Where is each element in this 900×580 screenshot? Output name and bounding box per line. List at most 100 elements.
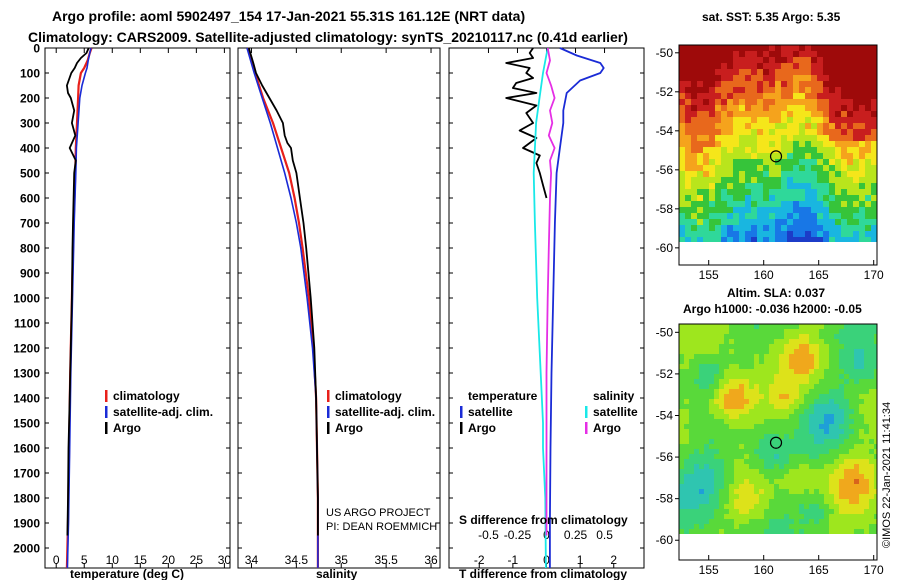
map-cell — [759, 354, 765, 360]
map-cell — [729, 409, 735, 415]
depth-tick-label: 1000 — [13, 292, 40, 306]
map-cell — [854, 344, 860, 350]
map-cell — [763, 189, 770, 196]
map-cell — [685, 81, 692, 88]
map-cell — [704, 464, 710, 470]
map-cell — [779, 389, 785, 395]
map-cell — [799, 394, 805, 400]
map-cell — [751, 99, 758, 106]
map-cell — [841, 93, 848, 100]
map-cell — [763, 135, 770, 142]
map-cell — [859, 45, 866, 52]
map-cell — [824, 464, 830, 470]
map-cell — [847, 75, 854, 82]
map-cell — [734, 439, 740, 445]
map-cell — [749, 379, 755, 385]
map-cell — [834, 479, 840, 485]
map-cell — [819, 404, 825, 410]
map-cell — [715, 213, 722, 220]
map-cell — [709, 529, 715, 534]
map-cell — [817, 165, 824, 172]
map-cell — [709, 51, 716, 58]
map-cell — [874, 379, 877, 385]
map-cell — [764, 524, 770, 530]
map-cell — [784, 519, 790, 525]
map-cell — [749, 504, 755, 510]
map-cell — [691, 201, 698, 208]
map-cell — [774, 424, 780, 430]
map-cell — [853, 111, 860, 118]
map-cell — [854, 429, 860, 435]
map-cell — [749, 344, 755, 350]
map-cell — [724, 399, 730, 405]
map-cell — [871, 153, 877, 160]
map-cell — [819, 344, 825, 350]
map-cell — [853, 57, 860, 64]
map-cell — [757, 57, 764, 64]
map-cell — [684, 359, 690, 365]
map-cell — [864, 499, 870, 505]
map-cell — [714, 414, 720, 420]
map-cell — [819, 429, 825, 435]
map-cell — [787, 207, 794, 214]
x-tick-label: 35 — [335, 553, 349, 567]
map-cell — [721, 93, 728, 100]
map-cell — [704, 369, 710, 375]
map-cell — [739, 147, 746, 154]
map-cell — [774, 349, 780, 355]
map-cell — [787, 63, 794, 70]
map-cell — [779, 409, 785, 415]
map-cell — [844, 374, 850, 380]
map-cell — [733, 81, 740, 88]
map-cell — [703, 165, 710, 172]
map-cell — [834, 409, 840, 415]
map-cell — [691, 141, 698, 148]
map-cell — [754, 464, 760, 470]
map-cell — [811, 63, 818, 70]
map-cell — [839, 414, 845, 420]
map-cell — [749, 484, 755, 490]
map-cell — [794, 519, 800, 525]
map-cell — [769, 129, 776, 136]
map-cell — [834, 489, 840, 495]
map-cell — [744, 509, 750, 515]
map-cell — [769, 404, 775, 410]
map-cell — [854, 404, 860, 410]
map-cell — [745, 177, 752, 184]
map-cell — [691, 237, 698, 242]
map-cell — [874, 524, 877, 530]
map-cell — [789, 449, 795, 455]
map-cell — [784, 474, 790, 480]
map-cell — [859, 464, 865, 470]
map-cell — [865, 183, 872, 190]
map-cell — [769, 504, 775, 510]
map-cell — [794, 464, 800, 470]
map-cell — [794, 409, 800, 415]
map-cell — [744, 369, 750, 375]
legend-swatch-s-satellite — [585, 406, 588, 418]
map-cell — [829, 153, 836, 160]
map-cell — [829, 349, 835, 355]
map-cell — [775, 75, 782, 82]
map-cell — [709, 339, 715, 345]
map-cell — [814, 449, 820, 455]
map-cell — [764, 374, 770, 380]
map-cell — [865, 45, 872, 52]
map-cell — [774, 374, 780, 380]
map-cell — [734, 429, 740, 435]
map-cell — [829, 334, 835, 340]
map-cell — [769, 207, 776, 214]
map-cell — [853, 237, 860, 242]
map-cell — [759, 489, 765, 495]
map-cell — [724, 394, 730, 400]
map-cell — [817, 51, 824, 58]
map-cell — [744, 474, 750, 480]
map-cell — [699, 454, 705, 460]
map-cell — [779, 414, 785, 420]
map-cell — [859, 409, 865, 415]
map-cell — [697, 129, 704, 136]
map-cell — [689, 384, 695, 390]
map-cell — [751, 51, 758, 58]
map-cell — [764, 384, 770, 390]
map-cell — [835, 219, 842, 226]
